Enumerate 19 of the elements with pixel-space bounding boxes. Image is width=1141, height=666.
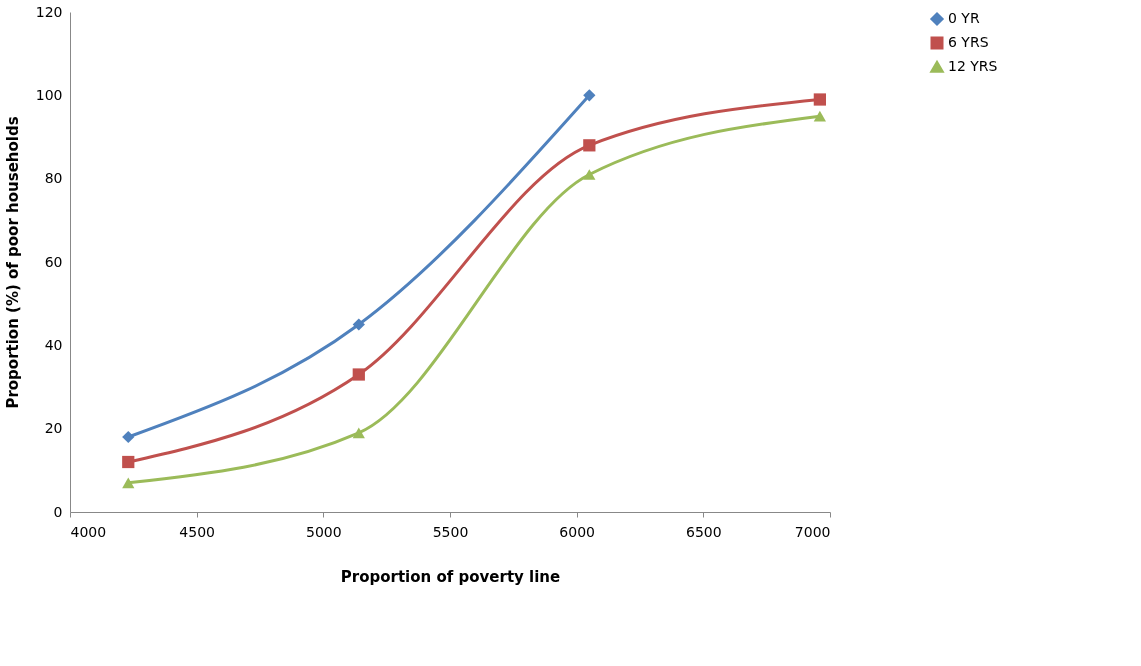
legend-label: 6 YRS	[948, 34, 989, 50]
x-tick-label: 6000	[559, 523, 595, 540]
x-tick-label: 5000	[306, 523, 342, 540]
x-axis-title: Proportion of poverty line	[340, 567, 561, 586]
y-tick-label: 80	[44, 170, 63, 187]
y-axis-title: Proportion (%) of poor households	[3, 116, 22, 409]
y-tick-label: 40	[44, 336, 63, 353]
y-tick-label: 100	[35, 86, 63, 103]
legend-label: 12 YRS	[948, 58, 998, 74]
x-tick-label: 4000	[70, 523, 107, 540]
y-tick-label: 120	[35, 3, 63, 20]
y-tick-label: 60	[44, 253, 63, 270]
x-tick-label: 6500	[686, 523, 722, 540]
y-tick-label: 20	[44, 420, 63, 437]
legend-label: 0 YR	[948, 10, 980, 26]
x-tick-label: 4500	[179, 523, 215, 540]
y-tick-label: 0	[53, 503, 63, 520]
x-tick-label: 7000	[794, 523, 831, 540]
x-tick-label: 5500	[432, 523, 469, 540]
